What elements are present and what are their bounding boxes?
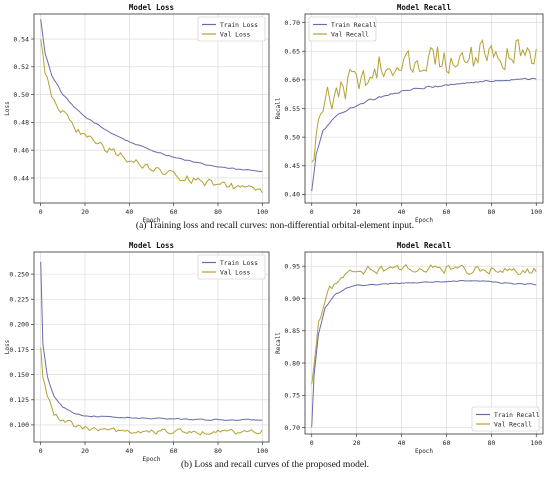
x-tick-label: 100 — [530, 208, 542, 216]
y-tick-label: 0.125 — [9, 396, 29, 404]
series-line-val-recall — [311, 39, 537, 163]
chart-title: Model Recall — [397, 3, 451, 12]
x-tick-label: 100 — [256, 208, 268, 216]
x-tick-label: 60 — [170, 447, 178, 455]
x-tick-label: 100 — [530, 439, 542, 447]
y-tick-label: 0.225 — [9, 296, 29, 304]
caption-a: (a) Training loss and recall curves: non… — [135, 221, 415, 231]
plot-frame — [304, 251, 544, 435]
y-tick-label: 0.55 — [284, 105, 300, 113]
y-tick-label: 0.85 — [284, 327, 300, 335]
caption-b: (b) Loss and recall curves of the propos… — [180, 460, 370, 470]
series-line-train-loss — [40, 261, 263, 421]
x-tick-label: 80 — [214, 208, 222, 216]
x-tick-label: 40 — [398, 208, 406, 216]
y-tick-label: 0.70 — [284, 19, 300, 27]
y-axis-label: Recall — [275, 97, 282, 119]
x-tick-label: 80 — [487, 439, 495, 447]
legend-box — [197, 254, 266, 280]
x-tick-label: 60 — [170, 208, 178, 216]
y-tick-label: 0.48 — [13, 119, 29, 127]
series-line-train-recall — [311, 77, 537, 192]
y-tick-label: 0.75 — [284, 392, 300, 400]
x-axis-label: Epoch — [142, 217, 160, 224]
x-tick-label: 40 — [125, 447, 133, 455]
series-line-val-loss — [40, 39, 263, 193]
chart-3: 0 20 40 60 80 100 0.100 0.125 0.150 0.175 0.200 0.2… — [4, 241, 270, 463]
legend: Train Recall Val Recall — [308, 16, 377, 42]
legend-label: Train Recall — [331, 22, 377, 29]
legend-box — [471, 406, 540, 432]
legend-label: Val Recall — [331, 31, 369, 38]
x-axis-label: Epoch — [415, 217, 433, 224]
y-tick-label: 0.54 — [13, 35, 29, 43]
y-axis-label: Recall — [275, 332, 282, 354]
y-tick-label: 0.40 — [284, 191, 300, 199]
y-tick-label: 0.175 — [9, 346, 29, 354]
chart-1: 0 20 40 60 80 100 0.44 0.46 0.48 0.50 0.52 0.54 Mode… — [4, 3, 270, 224]
y-tick-label: 0.250 — [9, 270, 29, 278]
y-axis-label: Loss — [4, 101, 11, 116]
plot-frame — [33, 251, 270, 443]
series-line-val-recall — [311, 263, 537, 385]
legend-box — [197, 16, 266, 42]
legend-label: Val Recall — [494, 421, 532, 428]
x-tick-label: 60 — [443, 208, 451, 216]
x-tick-label: 100 — [256, 447, 268, 455]
legend: Train Loss Val Loss — [197, 254, 266, 280]
x-tick-label: 0 — [39, 447, 43, 455]
x-tick-label: 20 — [81, 208, 89, 216]
x-tick-label: 0 — [39, 208, 43, 216]
x-axis-label: Epoch — [415, 448, 433, 455]
x-tick-label: 80 — [487, 208, 495, 216]
chart-title: Model Loss — [129, 241, 174, 250]
y-tick-label: 0.44 — [13, 174, 29, 182]
y-tick-label: 0.45 — [284, 162, 300, 170]
legend: Train Loss Val Loss — [197, 16, 266, 42]
legend-label: Val Loss — [220, 31, 251, 38]
y-tick-label: 0.200 — [9, 321, 29, 329]
x-tick-label: 20 — [353, 208, 361, 216]
y-tick-label: 0.95 — [284, 262, 300, 270]
y-tick-label: 0.100 — [9, 421, 29, 429]
y-tick-label: 0.70 — [284, 424, 300, 432]
y-tick-label: 0.50 — [284, 133, 300, 141]
y-tick-label: 0.60 — [284, 76, 300, 84]
series-line-val-loss — [40, 347, 263, 436]
x-tick-label: 40 — [125, 208, 133, 216]
x-tick-label: 80 — [214, 447, 222, 455]
x-tick-label: 60 — [443, 439, 451, 447]
x-tick-label: 0 — [310, 439, 314, 447]
y-tick-label: 0.50 — [13, 91, 29, 99]
chart-title: Model Loss — [129, 3, 174, 12]
chart-2: 0 20 40 60 80 100 0.40 0.45 0.50 0.55 0.60 0.65 0.70… — [275, 3, 544, 224]
y-tick-label: 0.65 — [284, 48, 300, 56]
series-line-train-loss — [40, 19, 263, 173]
legend: Train Recall Val Recall — [471, 406, 540, 432]
y-tick-label: 0.46 — [13, 146, 29, 154]
x-tick-label: 20 — [353, 439, 361, 447]
legend-label: Train Loss — [220, 260, 258, 267]
x-tick-label: 40 — [398, 439, 406, 447]
legend-label: Train Recall — [494, 412, 540, 419]
x-tick-label: 20 — [81, 447, 89, 455]
x-tick-label: 0 — [310, 208, 314, 216]
chart-4: 0 20 40 60 80 100 0.70 0.75 0.80 0.85 0.90 0.95 Mode… — [275, 241, 544, 455]
legend-label: Val Loss — [220, 269, 251, 276]
y-tick-label: 0.90 — [284, 295, 300, 303]
plot-frame — [33, 13, 270, 204]
y-axis-label: Loss — [4, 339, 11, 354]
y-tick-label: 0.80 — [284, 359, 300, 367]
legend-box — [308, 16, 377, 42]
y-tick-label: 0.150 — [9, 371, 29, 379]
series-line-train-recall — [311, 279, 537, 428]
legend-label: Train Loss — [220, 22, 258, 29]
chart-title: Model Recall — [397, 241, 451, 250]
x-axis-label: Epoch — [142, 456, 160, 463]
y-tick-label: 0.52 — [13, 63, 29, 71]
